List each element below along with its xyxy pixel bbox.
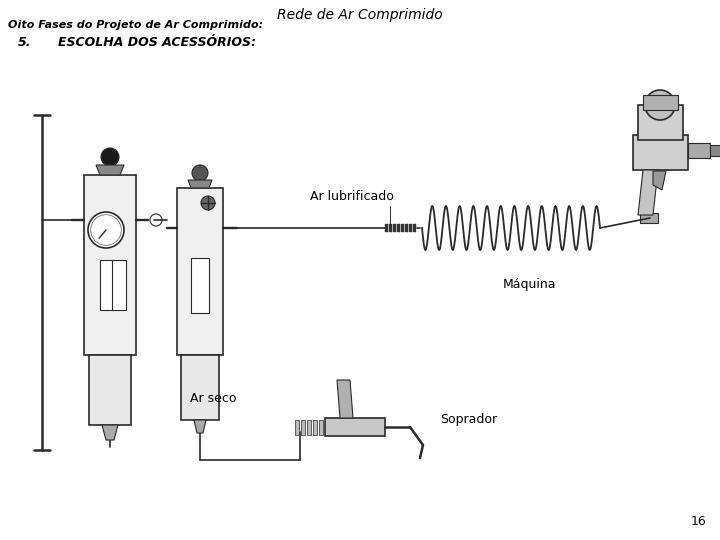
Bar	[100, 260, 114, 310]
Bar	[295, 420, 299, 435]
Text: 5.: 5.	[18, 36, 32, 49]
Polygon shape	[194, 420, 206, 433]
Polygon shape	[188, 180, 212, 188]
Bar	[385, 224, 387, 232]
Bar	[640, 213, 658, 223]
Polygon shape	[96, 165, 124, 175]
Bar	[633, 135, 688, 170]
Bar	[313, 420, 317, 435]
Bar	[112, 260, 126, 310]
Circle shape	[201, 196, 215, 210]
Bar	[638, 105, 683, 140]
Circle shape	[645, 90, 675, 120]
Bar	[401, 224, 403, 232]
Bar	[413, 224, 415, 232]
Bar	[191, 258, 209, 313]
Polygon shape	[638, 170, 658, 215]
Text: Ar seco: Ar seco	[190, 392, 236, 405]
Text: Máquina: Máquina	[503, 278, 557, 291]
Bar	[89, 355, 131, 425]
Bar	[307, 420, 311, 435]
Bar	[397, 224, 400, 232]
Circle shape	[150, 214, 162, 226]
Polygon shape	[337, 380, 353, 418]
Text: 16: 16	[690, 515, 706, 528]
Circle shape	[105, 165, 115, 175]
Bar	[643, 95, 678, 110]
Bar	[301, 420, 305, 435]
Text: ESCOLHA DOS ACESSÓRIOS:: ESCOLHA DOS ACESSÓRIOS:	[58, 36, 256, 49]
Text: Rede de Ar Comprimido: Rede de Ar Comprimido	[277, 8, 443, 22]
Bar	[319, 420, 323, 435]
Bar	[181, 355, 219, 420]
Circle shape	[101, 148, 119, 166]
Text: Ar lubrificado: Ar lubrificado	[310, 190, 394, 203]
Bar	[325, 418, 385, 436]
Bar	[393, 224, 395, 232]
Bar	[710, 145, 720, 156]
Bar	[409, 224, 412, 232]
Polygon shape	[653, 171, 666, 190]
Bar	[177, 188, 223, 355]
Circle shape	[192, 165, 208, 181]
Bar	[389, 224, 392, 232]
Circle shape	[88, 212, 124, 248]
Polygon shape	[102, 425, 118, 440]
Bar	[688, 143, 710, 158]
Bar	[84, 175, 136, 355]
Text: Soprador: Soprador	[440, 414, 497, 427]
Bar	[405, 224, 408, 232]
Text: Oito Fases do Projeto de Ar Comprimido:: Oito Fases do Projeto de Ar Comprimido:	[8, 20, 263, 30]
